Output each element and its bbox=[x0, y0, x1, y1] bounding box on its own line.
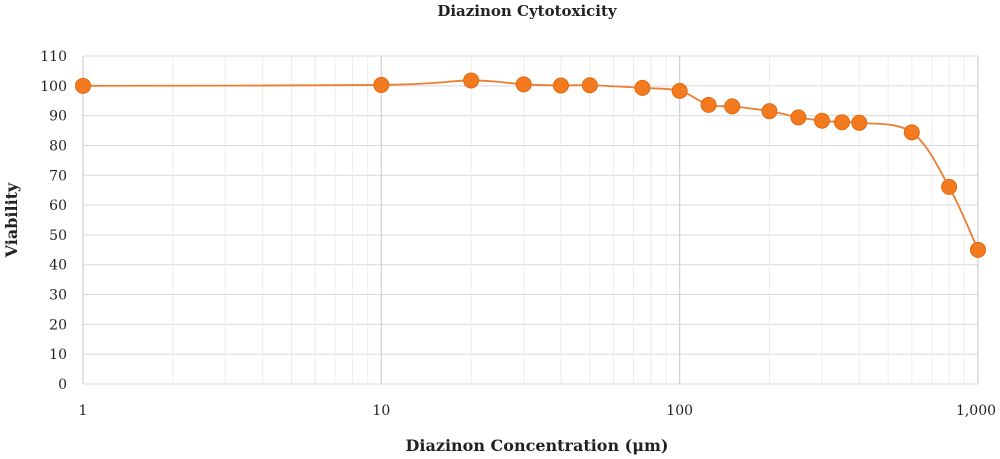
y-tick-label: 50 bbox=[49, 228, 67, 244]
x-tick-label: 1 bbox=[79, 403, 88, 419]
grid bbox=[82, 55, 979, 385]
data-point bbox=[833, 114, 850, 131]
y-tick-label: 30 bbox=[49, 288, 67, 304]
data-point bbox=[814, 112, 831, 129]
y-axis-ticks: 0 10 20 30 40 50 60 70 80 90 100 110 bbox=[40, 49, 67, 393]
y-tick-label: 0 bbox=[58, 377, 67, 393]
data-point bbox=[724, 98, 741, 115]
y-tick-label: 90 bbox=[49, 109, 67, 125]
y-tick-label: 40 bbox=[49, 258, 67, 274]
y-tick-label: 110 bbox=[40, 49, 67, 65]
data-point bbox=[581, 77, 598, 94]
data-point bbox=[970, 241, 986, 258]
data-point bbox=[75, 77, 91, 94]
chart-title: Diazinon Cytotoxicity bbox=[437, 2, 618, 20]
y-tick-label: 60 bbox=[49, 198, 67, 214]
data-point bbox=[761, 103, 778, 120]
data-point bbox=[515, 76, 532, 93]
data-point bbox=[634, 79, 651, 96]
data-point bbox=[700, 96, 717, 113]
y-tick-label: 80 bbox=[49, 138, 67, 154]
y-tick-label: 70 bbox=[49, 168, 67, 184]
x-tick-label: 10 bbox=[372, 403, 390, 419]
x-tick-label: 1,000 bbox=[956, 403, 996, 419]
y-tick-label: 100 bbox=[40, 79, 67, 95]
data-point bbox=[790, 109, 807, 126]
x-axis-title: Diazinon Concentration (μm) bbox=[406, 436, 669, 455]
series-line bbox=[82, 79, 979, 251]
data-points bbox=[75, 72, 986, 258]
data-point bbox=[373, 76, 390, 93]
data-point bbox=[671, 82, 688, 99]
data-point bbox=[463, 72, 480, 89]
x-tick-label: 100 bbox=[666, 403, 693, 419]
y-axis-title: Viability bbox=[2, 182, 21, 258]
y-tick-label: 20 bbox=[49, 317, 67, 333]
x-axis-ticks: 1 10 100 1,000 bbox=[79, 403, 997, 419]
data-point bbox=[851, 114, 868, 131]
data-point bbox=[903, 124, 920, 141]
y-tick-label: 10 bbox=[49, 347, 67, 363]
data-point bbox=[552, 77, 569, 94]
data-point bbox=[941, 178, 958, 195]
